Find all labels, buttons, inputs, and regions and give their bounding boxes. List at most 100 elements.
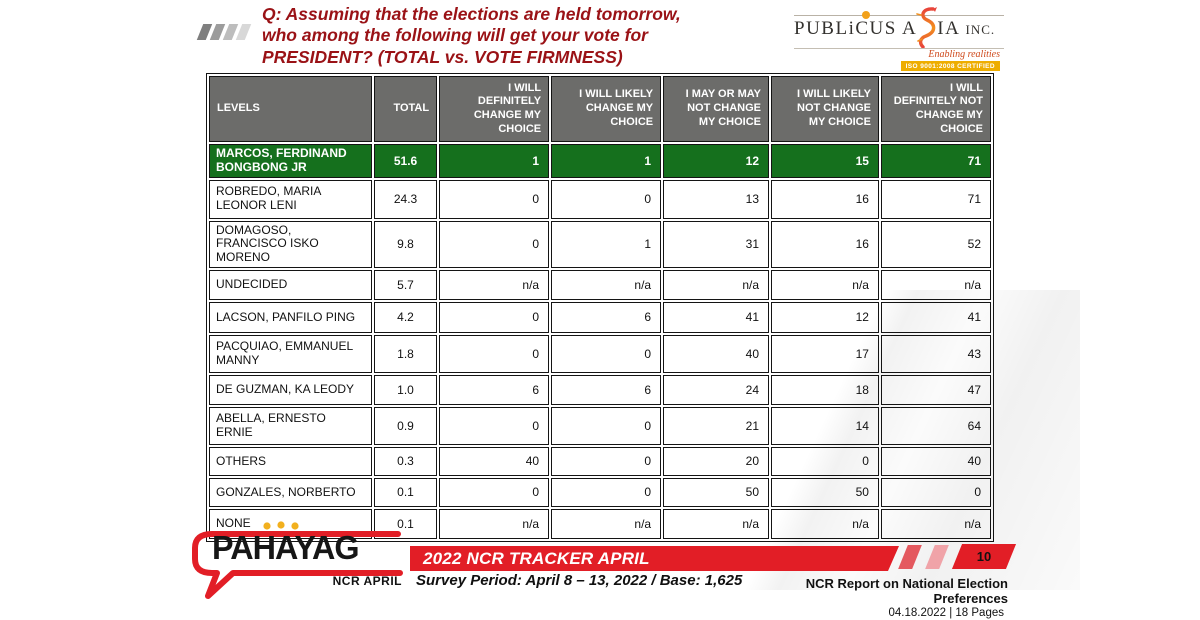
logo-text-pre: PUBL: [794, 18, 849, 39]
value-cell: 50: [663, 477, 770, 507]
candidate-name-cell: DE GUZMAN, KA LEODY: [209, 374, 372, 405]
value-cell: 0: [439, 477, 550, 507]
column-header-likely-change: I WILL LIKELY CHANGE MY CHOICE: [551, 76, 662, 142]
column-header-may-change: I MAY OR MAY NOT CHANGE MY CHOICE: [663, 76, 770, 142]
logo-tagline: Enabling realities: [928, 49, 1000, 60]
value-cell: 0: [771, 446, 879, 476]
value-cell: 0: [439, 179, 550, 219]
pahayag-logo-subtitle: NCR APRIL: [332, 574, 402, 588]
total-cell: 0.1: [373, 508, 438, 539]
logo-top-rule: [794, 15, 1004, 16]
total-cell: 1.0: [373, 374, 438, 405]
table-row: UNDECIDED 5.7 n/a n/a n/a n/a n/a: [209, 269, 991, 300]
value-cell: 6: [551, 374, 662, 405]
report-info: NCR Report on National Election Preferen…: [740, 576, 1008, 620]
value-cell: 41: [663, 301, 770, 333]
pahayag-logo-text: PAHAYAG: [212, 529, 360, 566]
tracker-banner: 2022 NCR TRACKER APRIL: [410, 546, 899, 571]
logo-dot-icon: [862, 11, 870, 19]
value-cell: 13: [663, 179, 770, 219]
column-header-definitely-not-change: I WILL DEFINITELY NOT CHANGE MY CHOICE: [880, 76, 991, 142]
footer-deco-slash-icon: [898, 545, 922, 569]
survey-period: Survey Period: April 8 – 13, 2022 / Base…: [416, 572, 743, 589]
report-meta: 04.18.2022 | 18 Pages: [888, 607, 1004, 619]
slide: { "question": { "text": "Q: Assuming tha…: [192, 4, 1080, 619]
total-cell: 51.6: [373, 144, 438, 178]
table-row: NONE 0.1 n/a n/a n/a n/a n/a: [209, 508, 991, 539]
candidate-name-cell: PACQUIAO, EMMANUEL MANNY: [209, 334, 372, 373]
candidate-name-cell: GONZALES, NORBERTO: [209, 477, 372, 507]
value-cell: n/a: [663, 508, 770, 539]
value-cell: 18: [771, 374, 879, 405]
total-cell: 0.3: [373, 446, 438, 476]
value-cell: 0: [551, 406, 662, 445]
value-cell: 0: [551, 477, 662, 507]
value-cell: 40: [663, 334, 770, 373]
results-table-body: MARCOS, FERDINAND BONGBONG JR 51.6 1 1 12 15 7…: [209, 144, 991, 539]
column-header-definitely-change: I WILL DEFINITELY CHANGE MY CHOICE: [439, 76, 550, 142]
value-cell: 12: [663, 144, 770, 178]
table-row: OTHERS 0.3 40 0 20 0 40: [209, 446, 991, 476]
value-cell: 0: [551, 179, 662, 219]
value-cell: 15: [771, 144, 879, 178]
page-number: 10: [976, 549, 992, 564]
logo-wordmark: PUBLiCUS A IA INC.: [794, 6, 996, 48]
table-header: LEVELS TOTAL I WILL DEFINITELY CHANGE MY…: [209, 76, 991, 142]
logo-text-inc: INC.: [965, 22, 996, 37]
value-cell: 12: [771, 301, 879, 333]
total-cell: 0.9: [373, 406, 438, 445]
candidate-name-cell: ROBREDO, MARIA LEONOR LENI: [209, 179, 372, 219]
value-cell: 71: [880, 179, 991, 219]
value-cell: 6: [551, 301, 662, 333]
total-cell: 24.3: [373, 179, 438, 219]
value-cell: 16: [771, 179, 879, 219]
table-row: PACQUIAO, EMMANUEL MANNY 1.8 0 0 40 17 43: [209, 334, 991, 373]
value-cell: n/a: [880, 269, 991, 300]
column-header-total: TOTAL: [373, 76, 438, 142]
value-cell: n/a: [771, 508, 879, 539]
candidate-name-cell: LACSON, PANFILO PING: [209, 301, 372, 333]
total-cell: 9.8: [373, 220, 438, 268]
column-header-likely-not-change: I WILL LIKELY NOT CHANGE MY CHOICE: [771, 76, 879, 142]
value-cell: 0: [439, 334, 550, 373]
value-cell: 0: [439, 406, 550, 445]
value-cell: 1: [551, 220, 662, 268]
table-row: DE GUZMAN, KA LEODY 1.0 6 6 24 18 47: [209, 374, 991, 405]
candidate-name-cell: OTHERS: [209, 446, 372, 476]
value-cell: 52: [880, 220, 991, 268]
question-title: Q: Assuming that the elections are held …: [262, 4, 681, 67]
value-cell: 64: [880, 406, 991, 445]
value-cell: 40: [439, 446, 550, 476]
value-cell: n/a: [551, 269, 662, 300]
total-cell: 1.8: [373, 334, 438, 373]
vote-firmness-table: LEVELS TOTAL I WILL DEFINITELY CHANGE MY…: [206, 73, 994, 542]
candidate-name-cell: DOMAGOSO, FRANCISCO ISKO MORENO: [209, 220, 372, 268]
table-row: DOMAGOSO, FRANCISCO ISKO MORENO 9.8 0 1 31 16…: [209, 220, 991, 268]
table-row: LACSON, PANFILO PING 4.2 0 6 41 12 41: [209, 301, 991, 333]
logo-text-i: i: [848, 18, 856, 39]
pahayag-speech-bubble-icon: [192, 521, 403, 599]
total-cell: 0.1: [373, 477, 438, 507]
total-cell: 4.2: [373, 301, 438, 333]
value-cell: 0: [439, 301, 550, 333]
value-cell: 0: [880, 477, 991, 507]
value-cell: 21: [663, 406, 770, 445]
table-row: ROBREDO, MARIA LEONOR LENI 24.3 0 0 13 16 71: [209, 179, 991, 219]
logo-text-post: IA: [937, 18, 966, 39]
value-cell: n/a: [880, 508, 991, 539]
value-cell: 20: [663, 446, 770, 476]
footer-deco-slash-icon: [925, 545, 949, 569]
page-number-box: 10: [951, 544, 1017, 569]
value-cell: n/a: [439, 269, 550, 300]
total-cell: 5.7: [373, 269, 438, 300]
candidate-name-cell: MARCOS, FERDINAND BONGBONG JR: [209, 144, 372, 178]
table-row: ABELLA, ERNESTO ERNIE 0.9 0 0 21 14 64: [209, 406, 991, 445]
value-cell: 0: [551, 446, 662, 476]
value-cell: n/a: [771, 269, 879, 300]
dragon-icon: [916, 6, 938, 48]
value-cell: 0: [551, 334, 662, 373]
value-cell: 31: [663, 220, 770, 268]
value-cell: 24: [663, 374, 770, 405]
value-cell: 0: [439, 220, 550, 268]
table-row: GONZALES, NORBERTO 0.1 0 0 50 50 0: [209, 477, 991, 507]
